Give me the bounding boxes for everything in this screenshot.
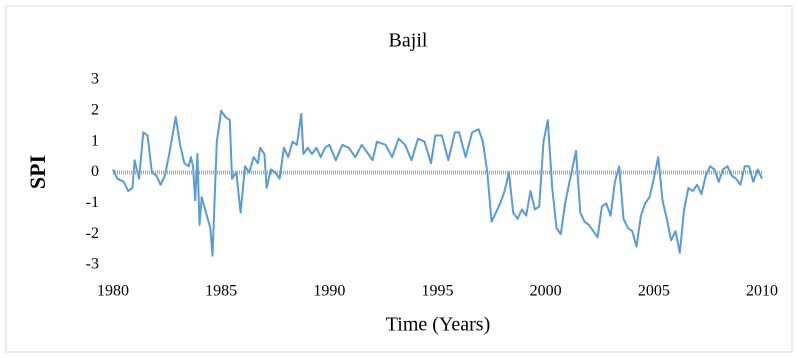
y-tick-label: 2 bbox=[91, 102, 99, 119]
y-tick-label: 0 bbox=[91, 163, 99, 180]
x-tick-label: 1980 bbox=[97, 283, 129, 300]
y-tick-label: -3 bbox=[86, 256, 99, 273]
x-tick-label: 1995 bbox=[422, 283, 454, 300]
x-tick-label: 2010 bbox=[746, 283, 778, 300]
x-tick-label: 1990 bbox=[313, 283, 345, 300]
y-tick-label: -1 bbox=[86, 194, 99, 211]
spi-line bbox=[112, 109, 763, 257]
x-tick-label: 2000 bbox=[530, 283, 562, 300]
chart-title: Bajil bbox=[389, 30, 428, 52]
y-tick-label: 1 bbox=[91, 132, 99, 149]
y-tick-label: -2 bbox=[86, 225, 99, 242]
x-tick-label: 1985 bbox=[205, 283, 237, 300]
x-axis-label: Time (Years) bbox=[386, 314, 490, 336]
chart-border bbox=[5, 5, 793, 353]
y-tick-label: 3 bbox=[91, 71, 99, 88]
x-tick-label: 2005 bbox=[638, 283, 670, 300]
y-axis-label: SPI bbox=[25, 155, 50, 189]
